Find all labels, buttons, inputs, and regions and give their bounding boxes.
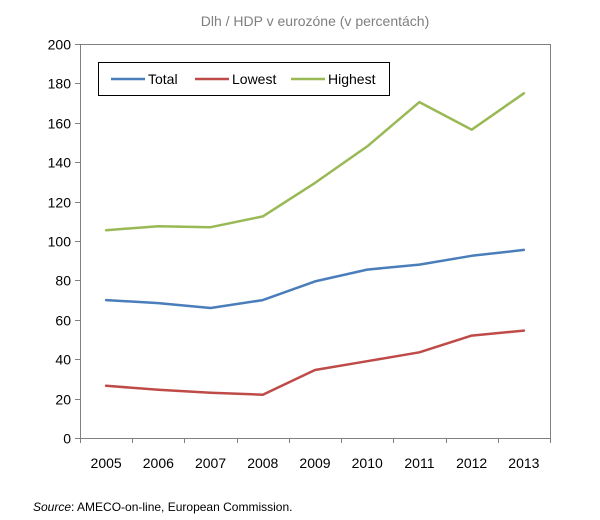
y-tick-label: 60 bbox=[55, 313, 71, 329]
y-tick-label: 80 bbox=[55, 273, 71, 289]
legend-label-lowest: Lowest bbox=[232, 71, 276, 87]
legend: Total Lowest Highest bbox=[98, 62, 390, 96]
y-tick-label: 40 bbox=[55, 352, 71, 368]
y-tick-label: 120 bbox=[48, 195, 72, 211]
x-tick-label: 2005 bbox=[91, 455, 122, 471]
x-tick-label: 2009 bbox=[299, 455, 330, 471]
series-line-lowest bbox=[104, 329, 526, 396]
x-tick-label: 2013 bbox=[508, 455, 539, 471]
series-line-total bbox=[104, 248, 526, 310]
series-line-highest bbox=[104, 92, 526, 232]
legend-label-total: Total bbox=[148, 71, 178, 87]
y-tick-label: 160 bbox=[48, 116, 72, 132]
x-tick-label: 2012 bbox=[456, 455, 487, 471]
legend-label-highest: Highest bbox=[328, 71, 376, 87]
x-tick-label: 2010 bbox=[352, 455, 383, 471]
y-tick-label: 140 bbox=[48, 155, 72, 171]
axes: 0 20 40 60 80 100 120 140 160 180 200 2005 2006 2007 2… bbox=[48, 37, 551, 471]
y-tick-label: 0 bbox=[63, 431, 71, 447]
y-tick-label: 100 bbox=[48, 234, 72, 250]
y-tick-label: 200 bbox=[48, 37, 72, 53]
source-note: Source: AMECO-on-line, European Commissi… bbox=[33, 500, 292, 514]
legend-box bbox=[98, 62, 390, 96]
x-tick-label: 2006 bbox=[143, 455, 174, 471]
series-lines bbox=[104, 92, 526, 396]
x-tick-label: 2008 bbox=[247, 455, 278, 471]
x-tick-label: 2007 bbox=[195, 455, 226, 471]
chart-title: Dlh / HDP v eurozóne (v percentách) bbox=[200, 13, 430, 29]
source-text: : AMECO-on-line, European Commission. bbox=[71, 500, 293, 514]
source-label: Source bbox=[33, 500, 72, 514]
x-tick-label: 2011 bbox=[404, 455, 434, 471]
y-tick-label: 180 bbox=[48, 76, 72, 92]
plot-area-border bbox=[80, 44, 551, 439]
y-tick-label: 20 bbox=[55, 392, 71, 408]
